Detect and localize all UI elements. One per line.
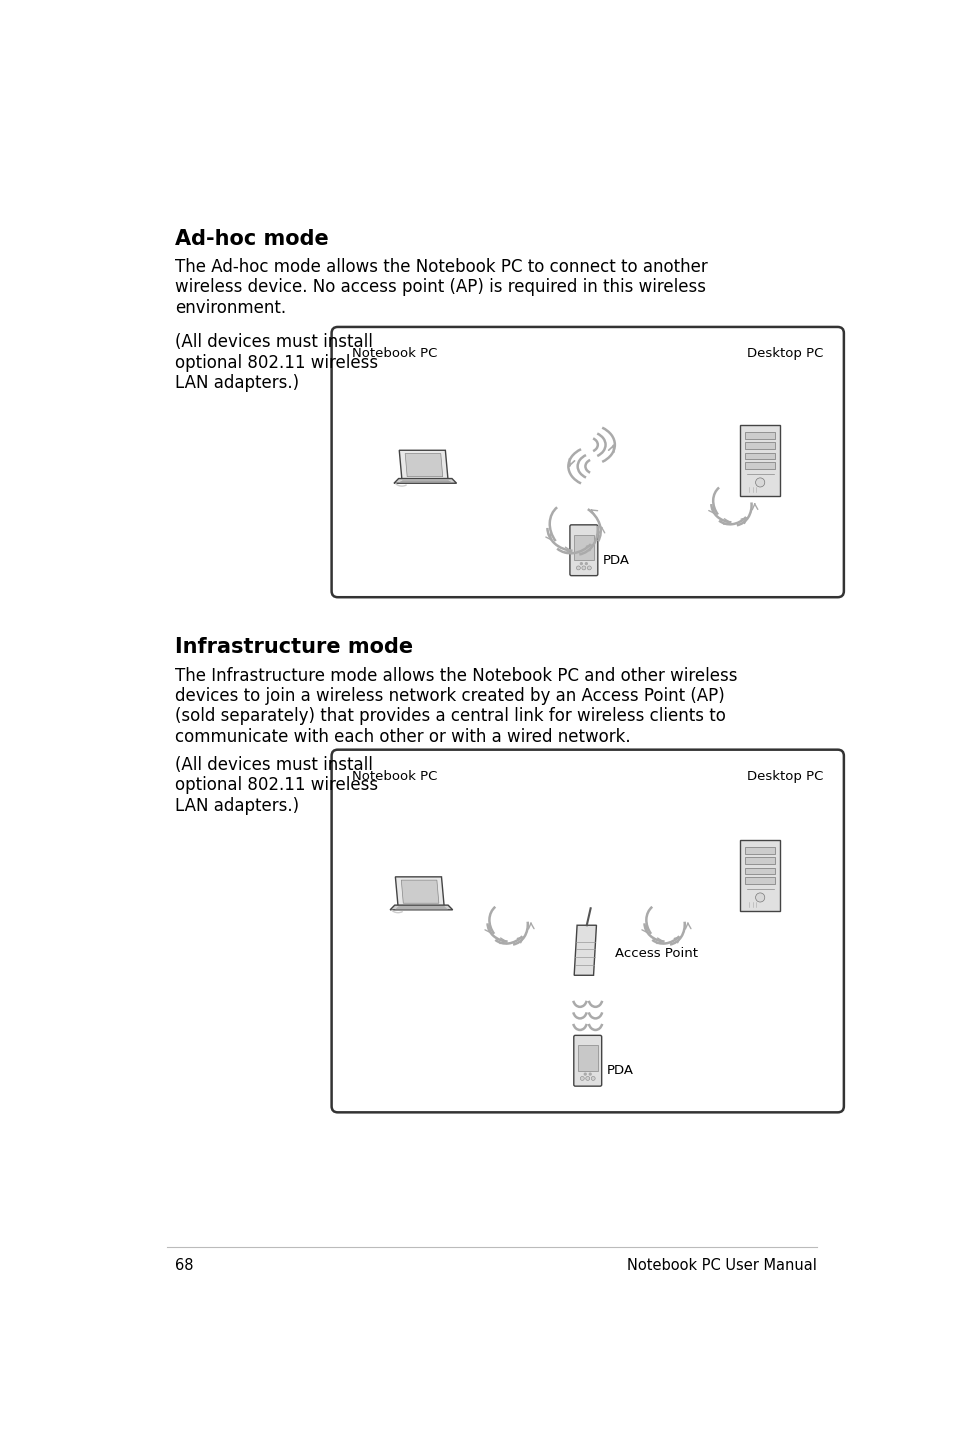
Text: The Infrastructure mode allows the Notebook PC and other wireless: The Infrastructure mode allows the Noteb… — [174, 667, 737, 684]
FancyBboxPatch shape — [744, 857, 774, 864]
Circle shape — [585, 562, 587, 565]
FancyBboxPatch shape — [744, 462, 774, 469]
Circle shape — [584, 1073, 585, 1076]
FancyBboxPatch shape — [744, 877, 774, 884]
Polygon shape — [401, 880, 438, 903]
FancyBboxPatch shape — [740, 426, 780, 496]
Text: devices to join a wireless network created by an Access Point (AP): devices to join a wireless network creat… — [174, 687, 724, 705]
Text: (All devices must install: (All devices must install — [174, 334, 373, 351]
Text: optional 802.11 wireless: optional 802.11 wireless — [174, 777, 377, 794]
Text: (All devices must install: (All devices must install — [174, 756, 373, 774]
Text: The Ad-hoc mode allows the Notebook PC to connect to another: The Ad-hoc mode allows the Notebook PC t… — [174, 257, 707, 276]
Circle shape — [585, 1077, 589, 1080]
Circle shape — [579, 1077, 583, 1080]
Polygon shape — [405, 453, 442, 476]
Text: optional 802.11 wireless: optional 802.11 wireless — [174, 354, 377, 371]
Circle shape — [755, 893, 764, 902]
Polygon shape — [394, 479, 456, 483]
Text: PDA: PDA — [602, 554, 629, 567]
Polygon shape — [399, 450, 448, 479]
Text: communicate with each other or with a wired network.: communicate with each other or with a wi… — [174, 728, 630, 746]
Text: LAN adapters.): LAN adapters.) — [174, 374, 299, 393]
FancyBboxPatch shape — [744, 431, 774, 439]
FancyBboxPatch shape — [740, 840, 780, 910]
Text: Desktop PC: Desktop PC — [746, 769, 822, 782]
Text: wireless device. No access point (AP) is required in this wireless: wireless device. No access point (AP) is… — [174, 279, 705, 296]
FancyBboxPatch shape — [744, 453, 774, 459]
FancyBboxPatch shape — [573, 535, 594, 561]
FancyBboxPatch shape — [578, 1045, 598, 1071]
Text: Notebook PC: Notebook PC — [352, 347, 436, 360]
FancyBboxPatch shape — [744, 443, 774, 449]
Text: PDA: PDA — [606, 1064, 633, 1077]
Text: Notebook PC User Manual: Notebook PC User Manual — [626, 1258, 816, 1273]
Text: Ad-hoc mode: Ad-hoc mode — [174, 229, 329, 249]
Text: Access Point: Access Point — [615, 948, 698, 961]
Text: 68: 68 — [174, 1258, 193, 1273]
Circle shape — [587, 567, 591, 569]
FancyBboxPatch shape — [332, 749, 843, 1113]
Text: LAN adapters.): LAN adapters.) — [174, 797, 299, 815]
Polygon shape — [574, 925, 596, 975]
Text: environment.: environment. — [174, 299, 286, 316]
Text: Notebook PC: Notebook PC — [352, 769, 436, 782]
Text: Infrastructure mode: Infrastructure mode — [174, 637, 413, 657]
Circle shape — [755, 477, 764, 487]
FancyBboxPatch shape — [744, 867, 774, 874]
FancyBboxPatch shape — [569, 525, 598, 575]
FancyBboxPatch shape — [332, 326, 843, 597]
Circle shape — [579, 562, 581, 565]
Circle shape — [589, 1073, 591, 1076]
FancyBboxPatch shape — [744, 847, 774, 854]
Text: (sold separately) that provides a central link for wireless clients to: (sold separately) that provides a centra… — [174, 707, 725, 725]
FancyBboxPatch shape — [573, 1035, 601, 1086]
Circle shape — [591, 1077, 595, 1080]
Text: Desktop PC: Desktop PC — [746, 347, 822, 360]
Polygon shape — [395, 877, 444, 906]
Polygon shape — [390, 905, 453, 910]
Circle shape — [576, 567, 579, 569]
Circle shape — [581, 567, 585, 569]
